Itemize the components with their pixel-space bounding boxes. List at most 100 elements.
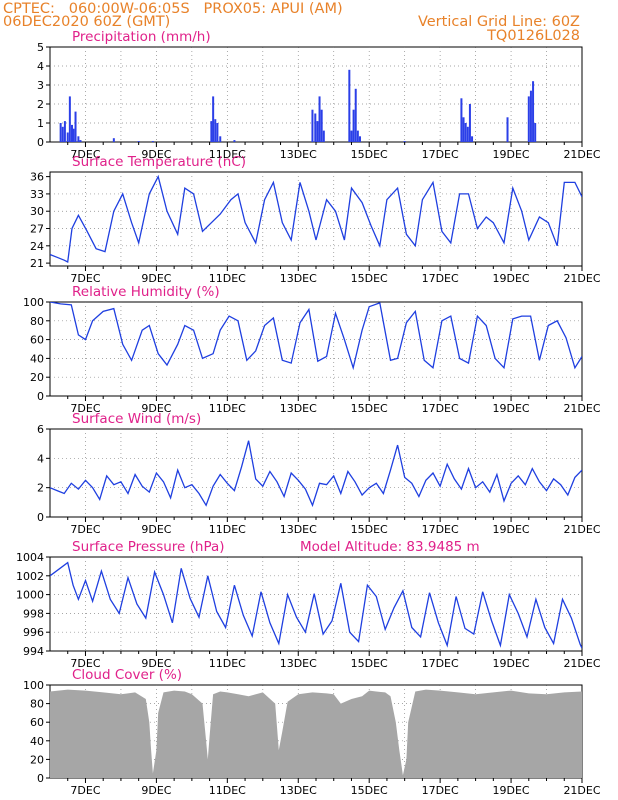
cloud-xtick-label: 11DEC (209, 784, 246, 797)
precip-ytick-label: 0 (37, 136, 44, 149)
precip-ytick-label: 5 (37, 41, 44, 54)
precip-bar (354, 88, 357, 142)
precip-bar (63, 121, 66, 142)
precip-bar (68, 96, 71, 142)
precip-bar (348, 69, 351, 142)
pressure-xtick-label: 15DEC (351, 657, 388, 670)
wind-xtick-label: 15DEC (351, 523, 388, 536)
precip-bar (403, 141, 406, 142)
precip-bar (311, 109, 314, 142)
precip-bar (151, 141, 154, 142)
cloud-xtick-label: 19DEC (493, 784, 530, 797)
humidity-xtick-label: 15DEC (351, 402, 388, 415)
wind-xtick-label: 19DEC (493, 523, 530, 536)
humidity-ytick-label: 0 (37, 390, 44, 403)
precip-bar (72, 128, 75, 142)
pressure-ytick-label: 1004 (16, 551, 44, 564)
precip-bar (137, 141, 140, 142)
cloud-ytick-label: 80 (30, 698, 44, 711)
temp-ytick-label: 21 (30, 257, 44, 270)
temp-xtick-label: 13DEC (280, 272, 317, 285)
pressure-series-line (50, 561, 582, 649)
precip-bar (316, 121, 319, 142)
precip-bar (216, 123, 219, 142)
precip-bar (61, 126, 64, 142)
precip-bar (462, 117, 465, 142)
humidity-ytick-label: 40 (30, 352, 44, 365)
temp-xtick-label: 19DEC (493, 272, 530, 285)
pressure-ytick-label: 998 (23, 607, 44, 620)
precip-bar (460, 98, 463, 142)
precip-bar (506, 117, 509, 142)
precip-bar (314, 113, 317, 142)
precip-bar (466, 126, 469, 142)
humidity-xtick-label: 11DEC (209, 402, 246, 415)
pressure-ytick-label: 994 (23, 645, 44, 658)
precip-bar (534, 123, 537, 142)
cloud-area (50, 689, 582, 778)
precip-bar (74, 111, 77, 142)
humidity-xtick-label: 13DEC (280, 402, 317, 415)
pressure-ytick-label: 1002 (16, 570, 44, 583)
precip-ytick-label: 3 (37, 79, 44, 92)
pressure-xtick-label: 13DEC (280, 657, 317, 670)
precip-bar (471, 136, 474, 142)
wind-xtick-label: 17DEC (422, 523, 459, 536)
temp-xtick-label: 21DEC (563, 272, 600, 285)
header-line1: CPTEC: 060:00W-06:05S PROX05: APUI (AM) (3, 1, 343, 17)
precip-bar (532, 81, 535, 142)
precip-bar (77, 136, 80, 142)
wind-ytick-label: 2 (37, 482, 44, 495)
humidity-xtick-label: 19DEC (493, 402, 530, 415)
precip-bar (468, 104, 471, 142)
precip-bar (320, 109, 323, 142)
cloud-xtick-label: 21DEC (563, 784, 600, 797)
humidity-ytick-label: 20 (30, 371, 44, 384)
pressure-xtick-label: 17DEC (422, 657, 459, 670)
temp-ytick-label: 33 (30, 188, 44, 201)
temp-series-line (50, 174, 582, 264)
temp-xtick-label: 9DEC (141, 272, 171, 285)
precip-bar (70, 124, 73, 142)
precip-ytick-label: 1 (37, 117, 44, 130)
precip-bar (464, 123, 467, 142)
humidity-xtick-label: 21DEC (563, 402, 600, 415)
temp-ytick-label: 36 (30, 171, 44, 184)
precip-ytick-label: 4 (37, 60, 44, 73)
precip-xtick-label: 21DEC (563, 148, 600, 161)
cloud-xtick-label: 17DEC (422, 784, 459, 797)
wind-xtick-label: 11DEC (209, 523, 246, 536)
cloud-ytick-label: 60 (30, 716, 44, 729)
pressure-xtick-label: 21DEC (563, 657, 600, 670)
temp-xtick-label: 7DEC (70, 272, 100, 285)
humidity-xtick-label: 9DEC (141, 402, 171, 415)
wind-xtick-label: 21DEC (563, 523, 600, 536)
precip-bar (219, 136, 222, 142)
wind-ytick-label: 6 (37, 423, 44, 436)
humidity-ytick-label: 80 (30, 315, 44, 328)
cloud-xtick-label: 15DEC (351, 784, 388, 797)
cloud-ytick-label: 20 (30, 753, 44, 766)
precip-title: Precipitation (mm/h) (72, 29, 211, 45)
cloud-ytick-label: 40 (30, 735, 44, 748)
precip-bar (352, 109, 355, 142)
precip-xtick-label: 13DEC (280, 148, 317, 161)
humidity-xtick-label: 17DEC (422, 402, 459, 415)
precip-bar (66, 132, 69, 142)
wind-xtick-label: 9DEC (141, 523, 171, 536)
precip-bar (210, 121, 213, 142)
humidity-title: Relative Humidity (%) (72, 284, 220, 300)
temp-title: Surface Temperature (nC) (72, 154, 246, 170)
precip-bar (358, 136, 361, 142)
wind-xtick-label: 7DEC (70, 523, 100, 536)
pressure-ytick-label: 1000 (16, 589, 44, 602)
temp-xtick-label: 11DEC (209, 272, 246, 285)
header-line2: 06DEC2020 60Z (GMT) (3, 14, 171, 30)
precip-bar (79, 140, 82, 142)
cloud-ytick-label: 100 (23, 679, 44, 692)
cloud-xtick-label: 13DEC (280, 784, 317, 797)
precip-xtick-label: 9DEC (141, 148, 171, 161)
pressure-annotation: Model Altitude: 83.9485 m (300, 539, 480, 555)
precip-bar (350, 130, 353, 142)
wind-frame (49, 428, 583, 518)
